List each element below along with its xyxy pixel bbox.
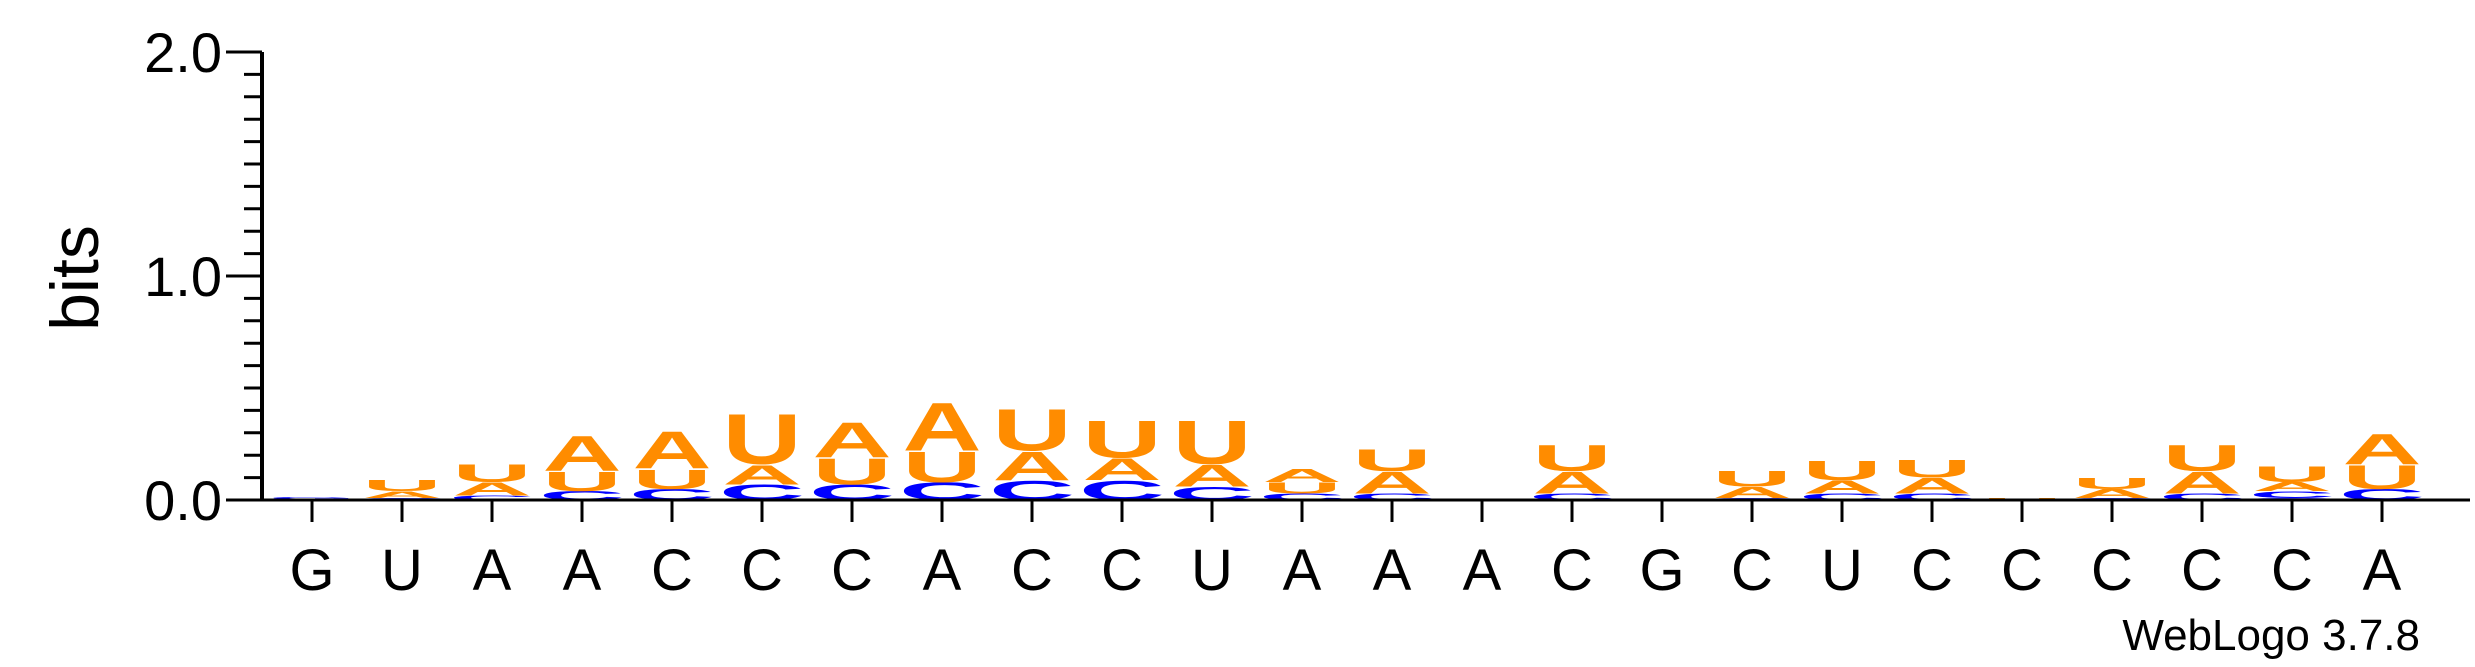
logo-letter-A: A xyxy=(2072,486,2151,500)
logo-letter-A: A xyxy=(722,459,801,490)
logo-letter-U: U xyxy=(2162,437,2241,479)
x-tick-label: C xyxy=(1911,538,1953,603)
logo-letter-U: U xyxy=(1532,437,1611,479)
logo-letter-C: C xyxy=(1349,492,1435,502)
x-tick-label: G xyxy=(1639,538,1684,603)
logo-letter-A: A xyxy=(1262,465,1341,486)
logo-letter-U: U xyxy=(2342,458,2421,496)
logo-letter-U: U xyxy=(1892,455,1971,483)
logo-letter-G: G xyxy=(269,496,355,499)
logo-letter-U: U xyxy=(1082,410,1161,469)
logo-letter-U: U xyxy=(632,464,711,495)
logo-letter-A: A xyxy=(632,421,711,480)
logo-letter-A: A xyxy=(812,413,891,468)
x-tick-label: C xyxy=(2271,538,2313,603)
logo-letter-A: A xyxy=(1352,465,1431,500)
weblogo-credit: WebLogo 3.7.8 xyxy=(2122,611,2420,660)
x-tick-label: U xyxy=(381,538,423,603)
x-tick-label: C xyxy=(651,538,693,603)
logo-letter-U: U xyxy=(1262,479,1341,496)
logo-letter-A: A xyxy=(902,389,981,465)
x-tick-label: A xyxy=(1283,538,1322,603)
logo-letter-C: C xyxy=(2249,489,2335,499)
logo-letter-C: C xyxy=(1259,492,1345,502)
logo-letter-A: A xyxy=(2162,465,2241,500)
y-axis: 0.0 1.0 2.0 xyxy=(144,21,264,532)
x-tick-label: A xyxy=(1373,538,1412,603)
logo-letter-A: A xyxy=(2342,425,2421,474)
x-tick-label: A xyxy=(2363,538,2402,603)
x-tick-label: A xyxy=(923,538,962,603)
x-tick-label: C xyxy=(1011,538,1053,603)
x-tick-label: C xyxy=(741,538,783,603)
logo-letter-A: A xyxy=(362,489,441,499)
logo-letter-U: U xyxy=(362,477,441,494)
x-tick-label: C xyxy=(2001,538,2043,603)
logo-letter-A: A xyxy=(1532,465,1611,500)
logo-letter-U: U xyxy=(452,460,531,488)
logo-letter-A: A xyxy=(1172,459,1251,494)
logo-letter-C: C xyxy=(1529,492,1615,502)
x-tick-label: G xyxy=(289,538,334,603)
logo-letter-U: U xyxy=(992,397,1071,464)
logo-letter-A: A xyxy=(1082,452,1161,487)
logo-letter-C: C xyxy=(449,494,535,501)
logo-letter-U: U xyxy=(722,400,801,480)
letter-stacks: CGCAUCAUCUACUACAUCUACUACAUCAUCAUCUACAUCA… xyxy=(269,389,2425,505)
logo-letter-U: U xyxy=(2072,475,2151,492)
logo-letter-A: A xyxy=(992,443,1071,488)
logo-letter-U: U xyxy=(1802,455,1881,486)
y-axis-label: bits xyxy=(37,225,113,331)
x-tick-label: A xyxy=(1463,538,1502,603)
x-tick-label: C xyxy=(831,538,873,603)
logo-letter-U: U xyxy=(542,466,621,497)
y-tick-label: 0.0 xyxy=(144,469,222,532)
x-tick-label: U xyxy=(1191,538,1233,603)
x-tick-label: C xyxy=(1551,538,1593,603)
x-tick-label: A xyxy=(473,538,512,603)
logo-letter-C: C xyxy=(1889,492,1975,502)
logo-letter-A: A xyxy=(1802,476,1881,497)
logo-letter-A: A xyxy=(1892,474,1971,498)
x-tick-label: C xyxy=(2181,538,2223,603)
logo-letter-C: C xyxy=(1799,492,1885,502)
logo-letter-A: A xyxy=(452,479,531,500)
logo-letter-U: U xyxy=(902,443,981,492)
logo-letter-U: U xyxy=(1712,467,1791,491)
logo-letter-U: U xyxy=(2252,462,2331,486)
logo-letter-A: A xyxy=(1712,484,1791,501)
x-tick-label: C xyxy=(1731,538,1773,603)
x-tick-label: C xyxy=(2091,538,2133,603)
y-tick-label: 1.0 xyxy=(144,245,222,308)
logo-letter-C: C xyxy=(2159,492,2245,502)
y-tick-label: 2.0 xyxy=(144,21,222,84)
x-tick-label: C xyxy=(1101,538,1143,603)
logo-letter-U: U xyxy=(1352,443,1431,478)
logo-letter-U: U xyxy=(812,450,891,492)
x-tick-label: A xyxy=(563,538,602,603)
logo-letter-A: A xyxy=(542,426,621,481)
x-tick-label: U xyxy=(1821,538,1863,603)
logo-letter-A: A xyxy=(2252,480,2331,494)
logo-letter-U: U xyxy=(1172,408,1251,477)
